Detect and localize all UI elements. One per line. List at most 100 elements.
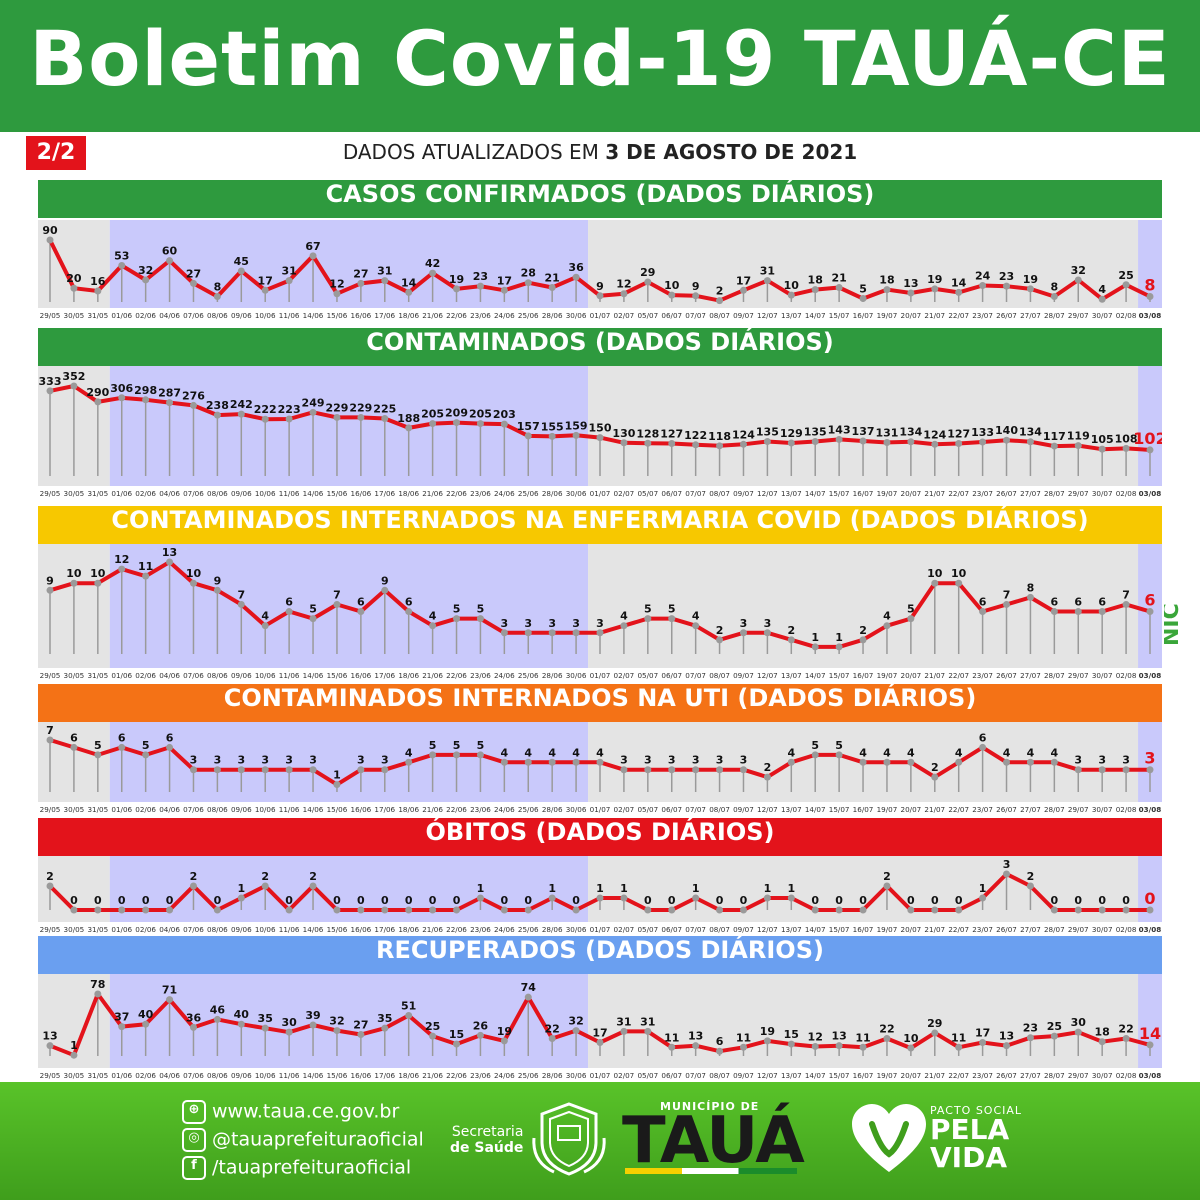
data-point (572, 758, 580, 766)
data-point (237, 267, 245, 275)
update-prefix: DADOS ATUALIZADOS EM (342, 140, 606, 164)
facebook-link[interactable]: f/tauaprefeituraoficial (182, 1156, 411, 1180)
data-label: 27 (353, 1019, 368, 1032)
data-point (596, 434, 604, 442)
data-point (1122, 766, 1130, 774)
data-point (859, 295, 867, 303)
data-label: 0 (501, 894, 509, 907)
date-tick-label: 16/07 (853, 489, 874, 498)
data-label: 19 (927, 273, 942, 286)
date-tick-label: 10/06 (255, 1071, 276, 1080)
data-label: 53 (114, 249, 129, 262)
data-point (213, 1015, 221, 1023)
date-tick-label: 23/07 (972, 671, 993, 680)
data-point (118, 565, 126, 573)
data-label: 242 (230, 398, 253, 411)
data-label: 4 (907, 746, 915, 759)
data-point (811, 286, 819, 294)
date-tick-label: 21/06 (422, 311, 443, 320)
date-tick-label: 18/06 (398, 489, 419, 498)
date-tick-label: 03/08 (1139, 311, 1162, 320)
date-tick-label: 30/06 (566, 311, 587, 320)
data-point (692, 622, 700, 630)
data-point (1003, 436, 1011, 444)
date-tick-label: 21/07 (924, 805, 945, 814)
data-label: 0 (166, 894, 174, 907)
data-label: 2 (859, 624, 867, 637)
data-label: 27 (353, 267, 368, 280)
data-label: 0 (859, 894, 867, 907)
data-point (979, 438, 987, 446)
date-tick-label: 18/06 (398, 925, 419, 934)
data-point (142, 396, 150, 404)
date-tick-label: 20/07 (901, 489, 922, 498)
date-tick-label: 01/07 (590, 805, 611, 814)
date-tick-label: 13/07 (781, 311, 802, 320)
date-tick-label: 07/07 (685, 925, 706, 934)
data-point (94, 287, 102, 295)
data-point (333, 781, 341, 789)
data-label: 102 (1133, 429, 1162, 448)
data-label: 24 (975, 269, 991, 282)
data-point (859, 437, 867, 445)
data-label: 18 (808, 274, 823, 287)
date-tick-label: 02/08 (1116, 489, 1137, 498)
data-label: 4 (501, 746, 509, 759)
data-point (1098, 445, 1106, 453)
website-link[interactable]: ⊕ www.taua.ce.gov.br (182, 1100, 399, 1124)
data-point (1050, 442, 1058, 450)
data-point (453, 1040, 461, 1048)
date-tick-label: 11/06 (279, 311, 300, 320)
data-label: 25 (1118, 269, 1133, 282)
date-tick-label: 05/07 (637, 925, 658, 934)
date-tick-label: 14/06 (303, 489, 324, 498)
data-label: 3 (524, 617, 532, 630)
date-tick-label: 15/06 (327, 805, 348, 814)
date-tick-label: 04/06 (159, 925, 180, 934)
data-point (1074, 1028, 1082, 1036)
data-point (213, 411, 221, 419)
date-tick-label: 23/07 (972, 489, 993, 498)
data-point (524, 758, 532, 766)
date-tick-label: 22/06 (446, 489, 467, 498)
date-tick-label: 28/06 (542, 489, 563, 498)
data-label: 5 (453, 739, 461, 752)
date-tick-label: 23/07 (972, 805, 993, 814)
data-label: 0 (716, 894, 724, 907)
data-label: 39 (305, 1009, 320, 1022)
data-label: 130 (612, 427, 635, 440)
date-tick-label: 08/06 (207, 1071, 228, 1080)
date-tick-label: 02/08 (1116, 805, 1137, 814)
data-point (1026, 882, 1034, 890)
date-tick-label: 12/07 (757, 805, 778, 814)
data-label: 35 (258, 1012, 273, 1025)
data-point (907, 906, 915, 914)
data-point (429, 751, 437, 759)
data-label: 3 (1098, 754, 1106, 767)
data-point (237, 766, 245, 774)
date-tick-label: 05/07 (637, 1071, 658, 1080)
date-tick-label: 29/05 (40, 671, 61, 680)
date-tick-label: 24/06 (494, 489, 515, 498)
data-point (118, 261, 126, 269)
data-label: 222 (254, 403, 277, 416)
data-point (94, 751, 102, 759)
data-label: 6 (979, 731, 987, 744)
date-tick-label: 26/07 (996, 489, 1017, 498)
date-tick-label: 20/07 (901, 311, 922, 320)
data-label: 0 (142, 894, 150, 907)
data-label: 3 (190, 754, 198, 767)
date-tick-label: 18/06 (398, 805, 419, 814)
date-tick-label: 01/06 (111, 489, 132, 498)
shade-august (1138, 366, 1162, 486)
pacto-pela-label: PELA (930, 1113, 1010, 1146)
data-point (476, 420, 484, 428)
data-point (94, 398, 102, 406)
data-point (1003, 282, 1011, 290)
date-tick-label: 12/07 (757, 311, 778, 320)
data-label: 143 (828, 423, 851, 436)
data-label: 157 (517, 420, 540, 433)
instagram-link[interactable]: ◎ @tauaprefeituraoficial (182, 1128, 424, 1152)
date-tick-label: 09/06 (231, 489, 252, 498)
